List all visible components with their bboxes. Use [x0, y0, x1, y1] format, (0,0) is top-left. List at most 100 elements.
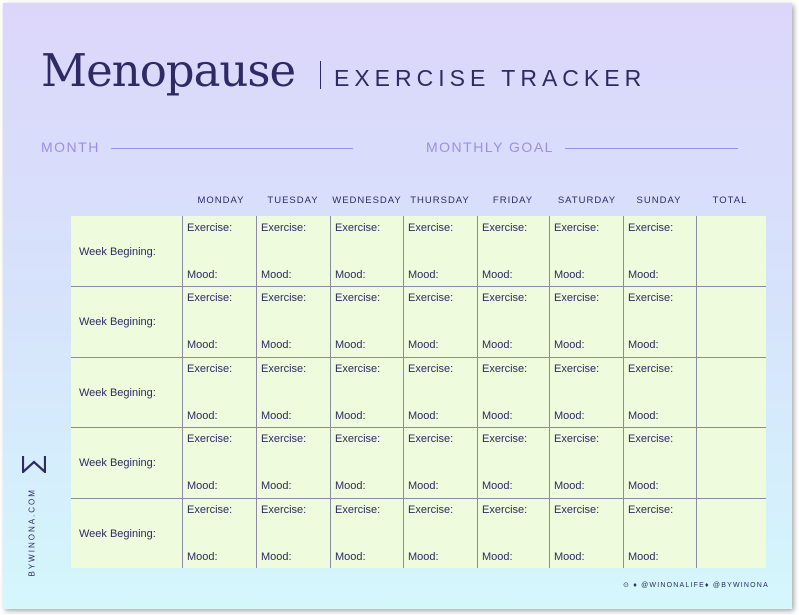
exercise-entry[interactable]: Exercise: — [335, 433, 381, 445]
grid-column-divider — [477, 216, 478, 568]
grid-row-divider — [71, 427, 766, 428]
total-cell[interactable] — [697, 287, 766, 356]
grid-row-divider — [71, 498, 766, 499]
exercise-entry[interactable]: Exercise: — [482, 222, 528, 234]
mood-entry[interactable]: Mood: — [335, 480, 366, 492]
exercise-entry[interactable]: Exercise: — [554, 292, 600, 304]
grid-column-divider — [182, 216, 183, 568]
column-header: WEDNESDAY — [332, 195, 402, 206]
mood-entry[interactable]: Mood: — [628, 339, 659, 351]
mood-entry[interactable]: Mood: — [261, 410, 292, 422]
grid-column-divider — [623, 216, 624, 568]
brand-title: Menopause — [41, 44, 296, 97]
exercise-entry[interactable]: Exercise: — [187, 363, 233, 375]
mood-entry[interactable]: Mood: — [554, 339, 585, 351]
exercise-entry[interactable]: Exercise: — [335, 363, 381, 375]
exercise-entry[interactable]: Exercise: — [408, 222, 454, 234]
column-header: TOTAL — [712, 195, 748, 206]
exercise-entry[interactable]: Exercise: — [554, 504, 600, 516]
mood-entry[interactable]: Mood: — [554, 410, 585, 422]
exercise-entry[interactable]: Exercise: — [261, 222, 307, 234]
mood-entry[interactable]: Mood: — [408, 269, 439, 281]
week-beginning-label: Week Begining: — [79, 246, 156, 258]
mood-entry[interactable]: Mood: — [335, 551, 366, 563]
mood-entry[interactable]: Mood: — [187, 339, 218, 351]
week-beginning-label: Week Begining: — [79, 528, 156, 540]
exercise-entry[interactable]: Exercise: — [482, 504, 528, 516]
mood-entry[interactable]: Mood: — [261, 339, 292, 351]
mood-entry[interactable]: Mood: — [628, 269, 659, 281]
exercise-entry[interactable]: Exercise: — [554, 433, 600, 445]
exercise-entry[interactable]: Exercise: — [628, 504, 674, 516]
mood-entry[interactable]: Mood: — [261, 269, 292, 281]
mood-entry[interactable]: Mood: — [482, 480, 513, 492]
mood-entry[interactable]: Mood: — [482, 410, 513, 422]
monthly-goal-field[interactable] — [565, 148, 738, 149]
exercise-entry[interactable]: Exercise: — [335, 222, 381, 234]
grid-column-divider — [403, 216, 404, 568]
mood-entry[interactable]: Mood: — [408, 410, 439, 422]
mood-entry[interactable]: Mood: — [261, 480, 292, 492]
column-header: MONDAY — [197, 195, 245, 206]
grid-row-divider — [71, 286, 766, 287]
grid-column-divider — [696, 216, 697, 568]
mood-entry[interactable]: Mood: — [261, 551, 292, 563]
exercise-entry[interactable]: Exercise: — [408, 292, 454, 304]
exercise-entry[interactable]: Exercise: — [628, 363, 674, 375]
mood-entry[interactable]: Mood: — [408, 551, 439, 563]
mood-entry[interactable]: Mood: — [628, 480, 659, 492]
exercise-entry[interactable]: Exercise: — [482, 363, 528, 375]
grid-column-divider — [549, 216, 550, 568]
exercise-entry[interactable]: Exercise: — [408, 433, 454, 445]
exercise-entry[interactable]: Exercise: — [628, 222, 674, 234]
exercise-entry[interactable]: Exercise: — [335, 504, 381, 516]
total-cell[interactable] — [697, 428, 766, 497]
mood-entry[interactable]: Mood: — [628, 410, 659, 422]
mood-entry[interactable]: Mood: — [335, 339, 366, 351]
mood-entry[interactable]: Mood: — [335, 269, 366, 281]
mood-entry[interactable]: Mood: — [554, 480, 585, 492]
mood-entry[interactable]: Mood: — [187, 269, 218, 281]
total-cell[interactable] — [697, 217, 766, 286]
mood-entry[interactable]: Mood: — [187, 551, 218, 563]
total-cell[interactable] — [697, 499, 766, 568]
exercise-entry[interactable]: Exercise: — [554, 222, 600, 234]
mood-entry[interactable]: Mood: — [482, 551, 513, 563]
mood-entry[interactable]: Mood: — [482, 269, 513, 281]
exercise-entry[interactable]: Exercise: — [482, 433, 528, 445]
mood-entry[interactable]: Mood: — [628, 551, 659, 563]
exercise-entry[interactable]: Exercise: — [335, 292, 381, 304]
mood-entry[interactable]: Mood: — [554, 551, 585, 563]
month-field[interactable] — [111, 148, 353, 149]
exercise-entry[interactable]: Exercise: — [261, 433, 307, 445]
mood-entry[interactable]: Mood: — [335, 410, 366, 422]
page-subtitle: EXERCISE TRACKER — [334, 65, 647, 91]
mood-entry[interactable]: Mood: — [408, 480, 439, 492]
grid-row-divider — [71, 357, 766, 358]
column-header: THURSDAY — [410, 195, 470, 206]
column-header: SATURDAY — [557, 195, 617, 206]
exercise-entry[interactable]: Exercise: — [408, 363, 454, 375]
exercise-entry[interactable]: Exercise: — [261, 292, 307, 304]
grid-column-divider — [256, 216, 257, 568]
mood-entry[interactable]: Mood: — [187, 410, 218, 422]
mood-entry[interactable]: Mood: — [408, 339, 439, 351]
exercise-entry[interactable]: Exercise: — [187, 222, 233, 234]
column-header: TUESDAY — [267, 195, 319, 206]
exercise-entry[interactable]: Exercise: — [261, 504, 307, 516]
mood-entry[interactable]: Mood: — [482, 339, 513, 351]
mood-entry[interactable]: Mood: — [554, 269, 585, 281]
week-beginning-label: Week Begining: — [79, 387, 156, 399]
exercise-entry[interactable]: Exercise: — [482, 292, 528, 304]
exercise-entry[interactable]: Exercise: — [187, 292, 233, 304]
exercise-entry[interactable]: Exercise: — [628, 433, 674, 445]
exercise-entry[interactable]: Exercise: — [554, 363, 600, 375]
total-cell[interactable] — [697, 358, 766, 427]
exercise-entry[interactable]: Exercise: — [187, 433, 233, 445]
exercise-entry[interactable]: Exercise: — [628, 292, 674, 304]
website-text: BYWINONA.COM — [27, 488, 37, 577]
exercise-entry[interactable]: Exercise: — [408, 504, 454, 516]
exercise-entry[interactable]: Exercise: — [261, 363, 307, 375]
exercise-entry[interactable]: Exercise: — [187, 504, 233, 516]
mood-entry[interactable]: Mood: — [187, 480, 218, 492]
